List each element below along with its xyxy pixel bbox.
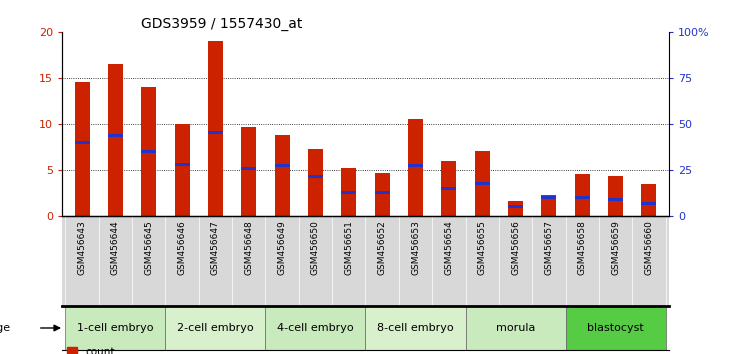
Bar (308, 175, 323, 178)
Text: GSM456643: GSM456643 (77, 220, 87, 275)
Bar (566, 306, 665, 350)
Bar (375, 191, 390, 194)
Text: GSM456649: GSM456649 (278, 220, 287, 275)
Bar (375, 173, 390, 216)
Text: GSM456647: GSM456647 (211, 220, 220, 275)
Text: GSM456645: GSM456645 (144, 220, 154, 275)
Bar (442, 187, 456, 189)
Bar (208, 41, 223, 216)
Bar (542, 196, 556, 199)
Text: development stage: development stage (0, 323, 10, 333)
Bar (608, 198, 623, 201)
Text: GSM456648: GSM456648 (244, 220, 254, 275)
Bar (341, 168, 356, 216)
Bar (208, 131, 223, 135)
Bar (108, 64, 123, 216)
Text: GDS3959 / 1557430_at: GDS3959 / 1557430_at (141, 17, 303, 31)
Text: GSM456651: GSM456651 (344, 220, 353, 275)
Bar (141, 150, 156, 153)
Bar (175, 124, 189, 216)
Bar (542, 195, 556, 216)
Bar (474, 182, 490, 185)
Bar (308, 149, 323, 216)
Bar (408, 119, 423, 216)
Bar (241, 127, 257, 216)
Bar (575, 174, 590, 216)
Text: GSM456654: GSM456654 (444, 220, 453, 275)
Bar (366, 306, 466, 350)
Bar (466, 306, 566, 350)
Bar (575, 196, 590, 199)
Text: 4-cell embryo: 4-cell embryo (277, 323, 354, 333)
Bar (508, 201, 523, 216)
Bar (108, 134, 123, 137)
Bar (641, 183, 656, 216)
Bar (265, 306, 366, 350)
Bar (175, 163, 189, 166)
Bar (75, 141, 90, 144)
Text: GSM456644: GSM456644 (111, 220, 120, 275)
Text: GSM456650: GSM456650 (311, 220, 320, 275)
Bar (66, 306, 165, 350)
Text: GSM456652: GSM456652 (378, 220, 387, 275)
Legend: count, percentile rank within the sample: count, percentile rank within the sample (67, 347, 261, 354)
Bar (165, 306, 265, 350)
Bar (474, 152, 490, 216)
Bar (141, 87, 156, 216)
Text: GSM456659: GSM456659 (611, 220, 620, 275)
Bar (241, 167, 257, 170)
Text: GSM456656: GSM456656 (511, 220, 520, 275)
Bar (275, 164, 289, 167)
Text: GSM456660: GSM456660 (644, 220, 654, 275)
Text: 1-cell embryo: 1-cell embryo (77, 323, 154, 333)
Text: 2-cell embryo: 2-cell embryo (177, 323, 254, 333)
Text: GSM456655: GSM456655 (477, 220, 487, 275)
Bar (275, 135, 289, 216)
Text: GSM456646: GSM456646 (178, 220, 186, 275)
Bar (508, 205, 523, 208)
Text: blastocyst: blastocyst (587, 323, 644, 333)
Text: GSM456653: GSM456653 (411, 220, 420, 275)
Bar (442, 160, 456, 216)
Bar (341, 191, 356, 194)
Bar (641, 202, 656, 205)
Bar (75, 82, 90, 216)
Bar (408, 164, 423, 167)
Text: 8-cell embryo: 8-cell embryo (377, 323, 454, 333)
Text: GSM456657: GSM456657 (545, 220, 553, 275)
Bar (608, 176, 623, 216)
Text: morula: morula (496, 323, 535, 333)
Text: GSM456658: GSM456658 (577, 220, 587, 275)
